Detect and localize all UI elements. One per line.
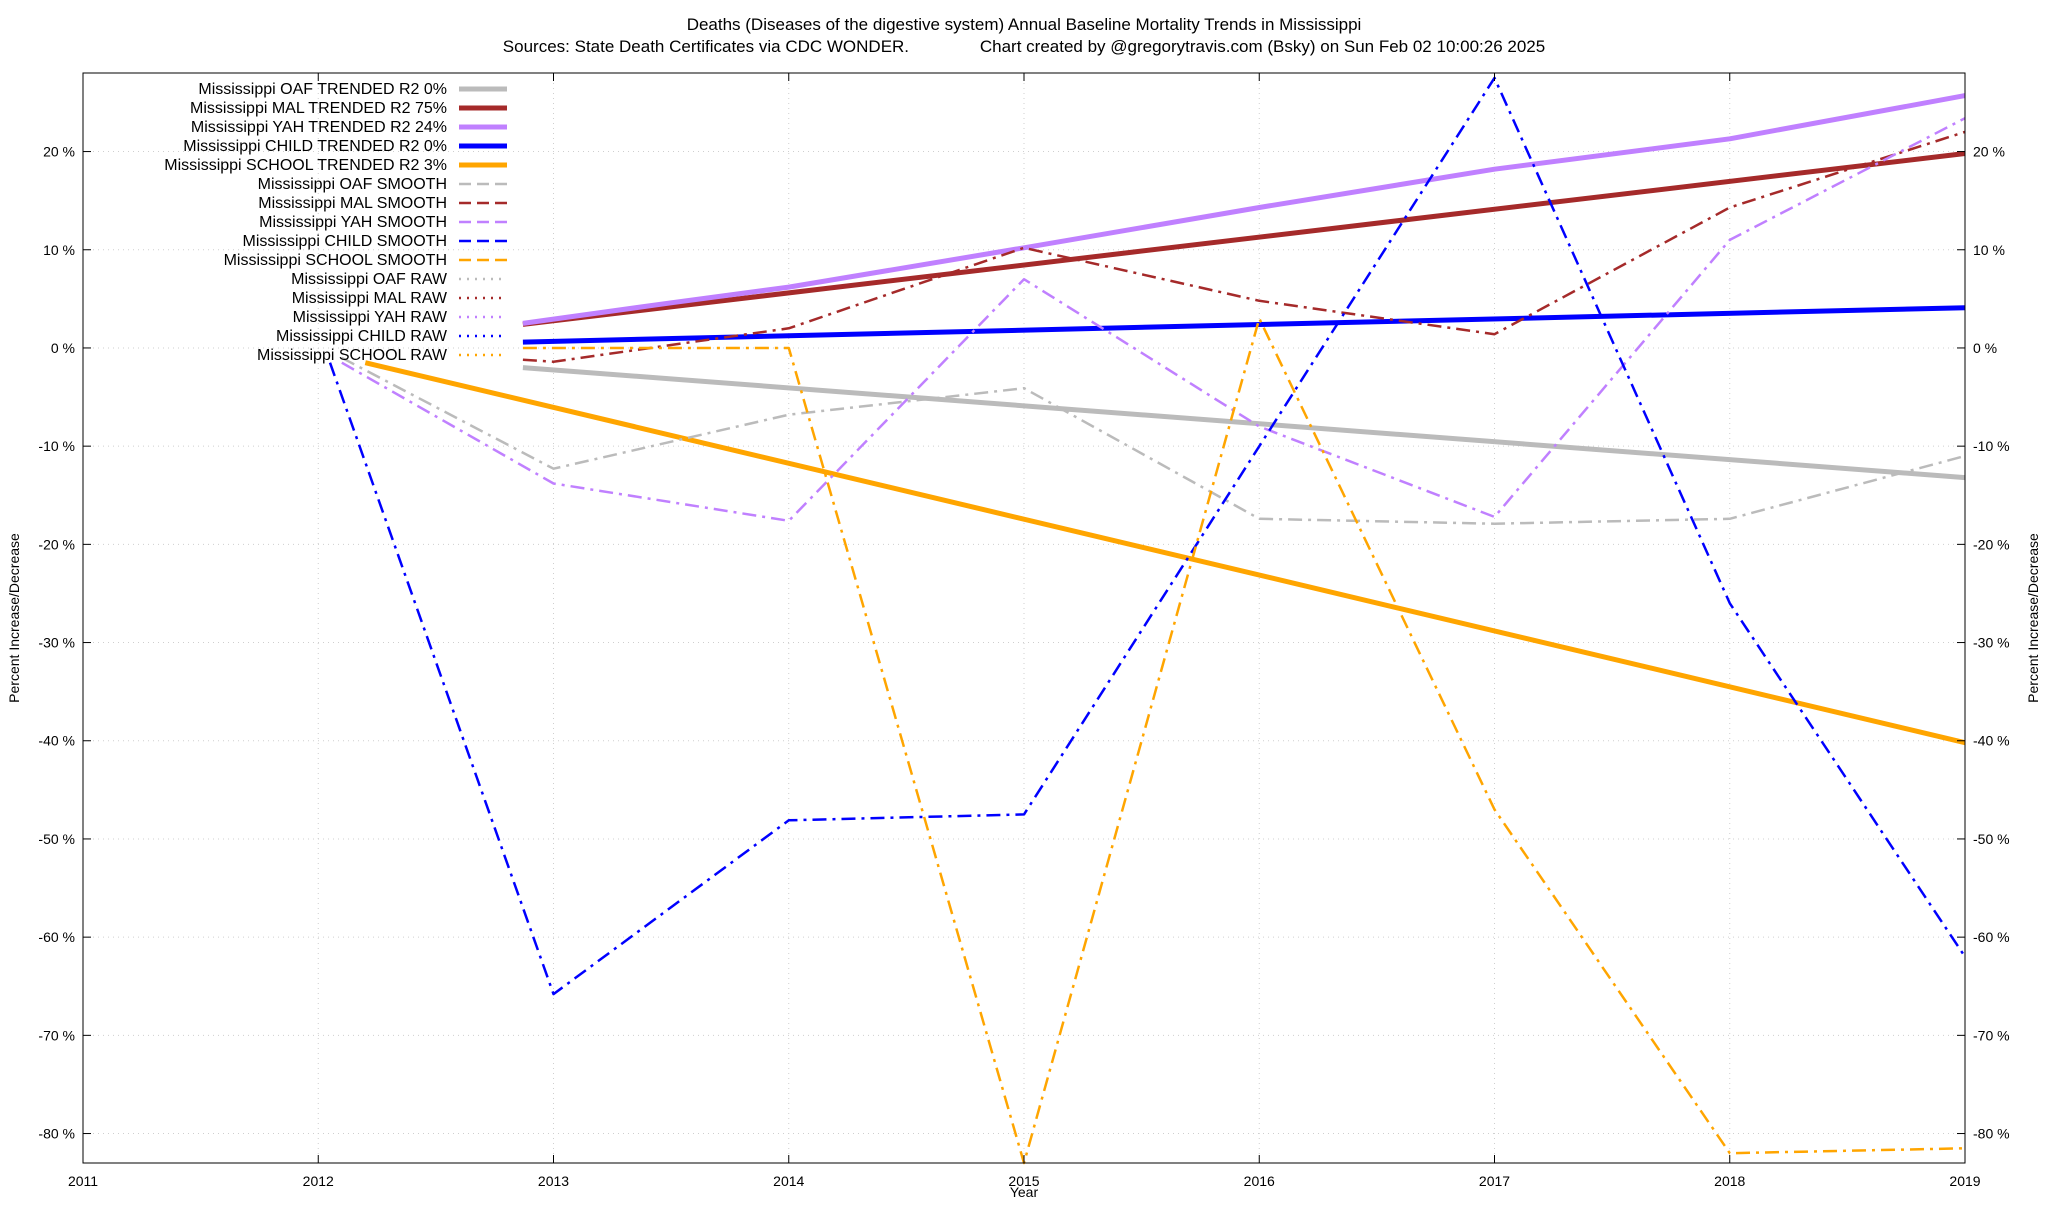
y-tick-label-right: -20 % bbox=[1973, 536, 2010, 552]
legend-label: Mississippi YAH RAW bbox=[293, 309, 448, 326]
y-tick-label-left: -60 % bbox=[38, 929, 75, 945]
series-line-mississippi-child-trended-r2-0 bbox=[522, 305, 1966, 345]
x-tick-label: 2017 bbox=[1479, 1173, 1510, 1189]
chart-subtitle: Sources: State Death Certificates via CD… bbox=[503, 37, 1545, 56]
legend-label: Mississippi YAH TRENDED R2 24% bbox=[191, 119, 447, 136]
y-tick-label-right: -10 % bbox=[1973, 438, 2010, 454]
series-line-mississippi-school-smooth bbox=[522, 317, 1966, 1165]
legend-label: Mississippi CHILD RAW bbox=[276, 328, 448, 345]
y-tick-label-left: -70 % bbox=[38, 1027, 75, 1043]
y-tick-label-right: -30 % bbox=[1973, 635, 2010, 651]
chart-title: Deaths (Diseases of the digestive system… bbox=[687, 15, 1362, 34]
y-tick-label-left: 10 % bbox=[43, 242, 75, 258]
legend-label: Mississippi MAL RAW bbox=[292, 290, 448, 307]
x-tick-label: 2013 bbox=[538, 1173, 569, 1189]
series-layer bbox=[328, 76, 1967, 1165]
y-tick-label-left: -50 % bbox=[38, 831, 75, 847]
y-tick-label-left: 20 % bbox=[43, 144, 75, 160]
legend-label: Mississippi CHILD SMOOTH bbox=[243, 233, 447, 250]
series-line-mississippi-oaf-trended-r2-0 bbox=[522, 365, 1966, 481]
legend-label: Mississippi OAF SMOOTH bbox=[258, 176, 447, 193]
y-axis-label-left: Percent Increase/Decrease bbox=[6, 533, 22, 703]
x-tick-label: 2019 bbox=[1949, 1173, 1980, 1189]
series-line-mississippi-oaf-smooth bbox=[341, 356, 1966, 525]
legend-label: Mississippi MAL SMOOTH bbox=[258, 195, 447, 212]
x-tick-label: 2012 bbox=[303, 1173, 334, 1189]
x-tick-label: 2018 bbox=[1714, 1173, 1745, 1189]
y-tick-label-right: -80 % bbox=[1973, 1126, 2010, 1142]
legend-label: Mississippi SCHOOL TRENDED R2 3% bbox=[164, 157, 447, 174]
series-line-mississippi-yah-trended-r2-24 bbox=[522, 93, 1966, 326]
legend-label: Mississippi SCHOOL RAW bbox=[257, 347, 448, 364]
series-line-mississippi-mal-smooth bbox=[522, 130, 1966, 363]
series-line-mississippi-school-trended-r2-3 bbox=[364, 360, 1966, 746]
y-tick-label-right: -40 % bbox=[1973, 733, 2010, 749]
series-line-mississippi-child-smooth bbox=[328, 76, 1967, 996]
x-axis-label: Year bbox=[1010, 1184, 1039, 1200]
x-tick-label: 2015 bbox=[1008, 1173, 1039, 1189]
y-tick-label-left: -30 % bbox=[38, 635, 75, 651]
y-tick-label-right: -50 % bbox=[1973, 831, 2010, 847]
series-line-mississippi-mal-trended-r2-75 bbox=[522, 151, 1966, 327]
y-axis-label-right: Percent Increase/Decrease bbox=[2025, 533, 2041, 703]
y-tick-label-left: -10 % bbox=[38, 438, 75, 454]
legend-label: Mississippi OAF RAW bbox=[291, 271, 448, 288]
legend-label: Mississippi MAL TRENDED R2 75% bbox=[190, 100, 447, 117]
legend-label: Mississippi SCHOOL SMOOTH bbox=[224, 252, 447, 269]
y-tick-label-left: -80 % bbox=[38, 1126, 75, 1142]
y-tick-label-right: -60 % bbox=[1973, 929, 2010, 945]
legend-label: Mississippi OAF TRENDED R2 0% bbox=[198, 81, 447, 98]
y-tick-label-right: 10 % bbox=[1973, 242, 2005, 258]
ticks: 2011 2012 2013 2014 2015 2016 2017 2018 2019 -80 … bbox=[38, 73, 2010, 1189]
legend-label: Mississippi CHILD TRENDED R2 0% bbox=[183, 138, 447, 155]
legend: Mississippi OAF TRENDED R2 0% Mississippi… bbox=[164, 81, 507, 364]
series-line-mississippi-yah-smooth bbox=[341, 117, 1966, 523]
y-tick-label-right: 20 % bbox=[1973, 144, 2005, 160]
y-tick-label-left: 0 % bbox=[51, 340, 75, 356]
y-tick-label-left: -40 % bbox=[38, 733, 75, 749]
y-tick-label-right: -70 % bbox=[1973, 1027, 2010, 1043]
y-tick-label-right: 0 % bbox=[1973, 340, 1997, 356]
x-tick-label: 2011 bbox=[68, 1173, 98, 1189]
y-tick-label-left: -20 % bbox=[38, 536, 75, 552]
legend-label: Mississippi YAH SMOOTH bbox=[259, 214, 447, 231]
x-tick-label: 2014 bbox=[773, 1173, 804, 1189]
x-tick-label: 2016 bbox=[1244, 1173, 1275, 1189]
